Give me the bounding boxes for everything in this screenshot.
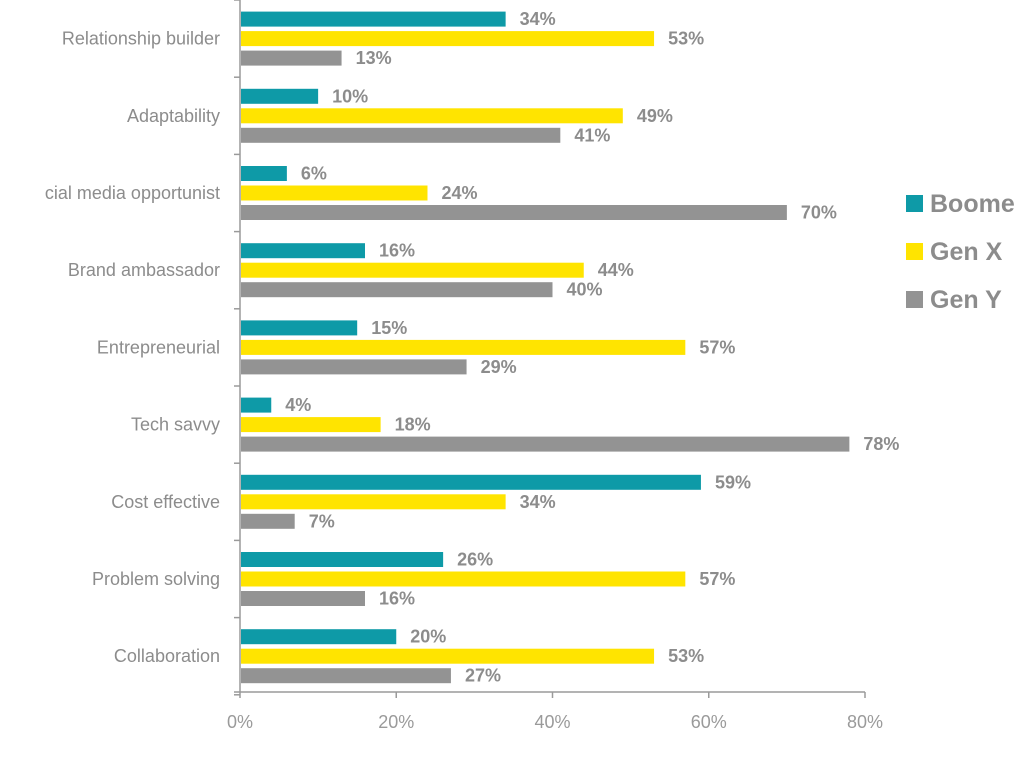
bar-gen-y: [241, 359, 467, 375]
bar-gen-x: [241, 571, 686, 587]
bar-boomers: [241, 243, 365, 259]
x-tick-label: 40%: [534, 712, 570, 732]
bar-boomers: [241, 11, 506, 27]
legend-swatch-gen-x: [906, 243, 923, 260]
data-label: 41%: [574, 125, 610, 145]
x-tick-label: 80%: [847, 712, 883, 732]
bar-gen-y: [241, 50, 342, 66]
category-label: Entrepreneurial: [97, 337, 220, 357]
bar-boomers: [241, 166, 287, 181]
data-label: 53%: [668, 646, 704, 666]
bar-gen-x: [241, 108, 623, 124]
data-label: 26%: [457, 550, 493, 570]
data-label: 57%: [699, 569, 735, 589]
bar-gen-y: [241, 127, 561, 143]
category-label: Adaptability: [127, 106, 220, 126]
legend-label: Boome: [930, 190, 1015, 218]
x-tick-label: 0%: [227, 712, 253, 732]
data-label: 29%: [481, 357, 517, 377]
data-label: 49%: [637, 106, 673, 126]
legend-swatch-gen-y: [906, 291, 923, 308]
data-label: 57%: [699, 337, 735, 357]
axes: [234, 0, 866, 698]
data-label: 70%: [801, 203, 837, 223]
category-label: Tech savvy: [131, 415, 220, 435]
bar-gen-x: [241, 494, 506, 510]
data-label: 4%: [285, 395, 311, 415]
bar-boomers: [241, 629, 397, 645]
bar-gen-y: [241, 205, 787, 220]
bar-gen-x: [241, 262, 584, 278]
category-labels: Relationship builder Adaptability cial med…: [45, 29, 220, 667]
bar-boomers: [241, 397, 272, 413]
bar-boomers: [241, 88, 319, 104]
bar-gen-x: [241, 31, 655, 47]
data-label: 13%: [356, 48, 392, 68]
x-tick-label: 20%: [378, 712, 414, 732]
x-tick-label: 60%: [691, 712, 727, 732]
data-label: 6%: [301, 164, 327, 184]
category-label: Relationship builder: [62, 29, 220, 49]
bar-gen-x: [241, 185, 428, 201]
legend-label: Gen X: [930, 238, 1003, 266]
bar-gen-y: [241, 513, 295, 529]
data-label: 16%: [379, 241, 415, 261]
bar-boomers: [241, 474, 701, 490]
bar-gen-y: [241, 591, 365, 606]
data-label: 7%: [309, 511, 335, 531]
data-label: 15%: [371, 318, 407, 338]
bars: 34% 53% 13% 10% 49% 41% 6% 24% 70% 16% 44%40% 15% 57…: [241, 9, 899, 686]
data-label: 24%: [442, 183, 478, 203]
category-label: cial media opportunist: [45, 183, 220, 203]
legend-swatch-boomers: [906, 195, 923, 212]
data-label: 59%: [715, 472, 751, 492]
category-label: Collaboration: [114, 646, 220, 666]
data-label: 78%: [863, 434, 899, 454]
x-tick-labels: 0% 20% 40% 60% 80%: [227, 712, 883, 732]
bar-gen-x: [241, 648, 655, 664]
data-label: 53%: [668, 29, 704, 49]
data-label: 44%: [598, 260, 634, 280]
data-label: 34%: [520, 9, 556, 29]
legend: Boome Gen X Gen Y: [906, 190, 1015, 314]
bar-gen-y: [241, 436, 850, 452]
data-label: 27%: [465, 666, 501, 686]
data-label: 34%: [520, 492, 556, 512]
data-label: 40%: [567, 280, 603, 300]
data-label: 10%: [332, 86, 368, 106]
data-label: 20%: [410, 627, 446, 647]
category-label: Brand ambassador: [68, 260, 220, 280]
data-label: 16%: [379, 589, 415, 609]
legend-label: Gen Y: [930, 286, 1002, 314]
bar-boomers: [241, 552, 444, 567]
bar-gen-x: [241, 339, 686, 355]
bar-gen-y: [241, 668, 451, 684]
bar-gen-y: [241, 282, 553, 298]
bar-gen-x: [241, 417, 381, 433]
category-label: Cost effective: [111, 492, 220, 512]
bar-boomers: [241, 320, 358, 336]
category-label: Problem solving: [92, 569, 220, 589]
data-label: 18%: [395, 415, 431, 435]
